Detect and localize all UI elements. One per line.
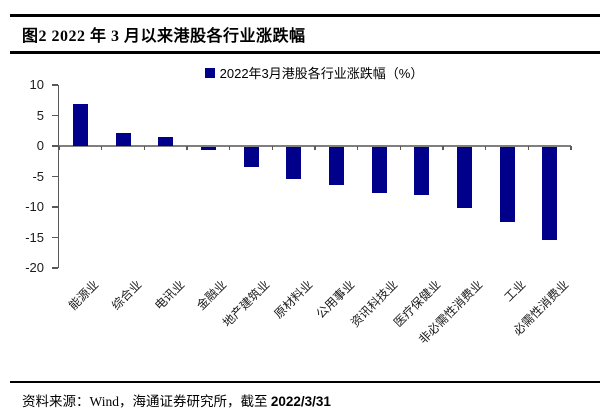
x-axis-tick (271, 146, 274, 150)
source-note: 资料来源：Wind，海通证券研究所，截至 2022/3/31 (22, 390, 331, 410)
x-axis-tick (399, 146, 402, 150)
bar (115, 133, 131, 146)
bar (158, 136, 174, 146)
y-axis-tick (52, 267, 58, 269)
x-axis-tick (228, 146, 231, 150)
bar (499, 147, 515, 223)
x-axis-tick (356, 146, 359, 150)
y-axis-tick-label: -20 (25, 260, 44, 275)
bar (542, 147, 558, 241)
y-axis-tick (52, 236, 58, 239)
bar (414, 147, 430, 195)
y-axis-labels: 10 5 0 -5 -10 -15 -20 (14, 77, 52, 275)
bar (72, 103, 88, 146)
bar (200, 147, 216, 151)
x-axis-tick (100, 146, 103, 150)
source-date: 2022/3/31 (270, 394, 331, 409)
x-axis-category-label: 原材料业 (271, 277, 315, 322)
x-axis-tick (527, 146, 530, 150)
y-axis-tick-label: -10 (25, 199, 44, 214)
plot-area: 能源业 综合业 电讯业 金融业 地产建筑业 原材料业 公用事业 资讯科技业 医疗保健业 非必需性消… (52, 84, 572, 347)
legend-label: 2022年3月港股各行业涨跌幅（%） (219, 66, 424, 81)
y-axis-tick (52, 84, 58, 86)
source-text: 资料来源：Wind，海通证券研究所，截至 (22, 394, 271, 409)
y-axis-tick-label: -15 (25, 229, 44, 245)
bar (456, 147, 472, 208)
y-axis-tick (52, 206, 58, 208)
x-axis-tick (58, 146, 60, 150)
top-divider (10, 14, 600, 17)
title-divider (10, 51, 600, 54)
legend-marker-square (204, 67, 215, 78)
x-axis-tick (143, 146, 146, 150)
bar (371, 147, 387, 193)
x-axis-category-label: 工业 (501, 277, 529, 305)
bar (328, 147, 344, 185)
x-axis-category-label: 金融业 (194, 277, 230, 313)
chart-legend: 2022年3月港股各行业涨跌幅（%） (58, 63, 570, 82)
footer-divider (10, 381, 600, 383)
y-axis-tick (52, 175, 58, 178)
x-axis-tick (484, 146, 487, 150)
bar (243, 147, 259, 168)
x-axis-tick (314, 146, 316, 150)
x-axis-tick (570, 146, 572, 150)
figure-title: 图2 2022 年 3 月以来港股各行业涨跌幅 (22, 28, 306, 45)
y-axis-tick-label: 10 (29, 77, 44, 92)
x-axis-tick (186, 146, 188, 150)
y-axis-tick (52, 114, 58, 117)
y-axis-tick-label: 0 (36, 138, 44, 153)
x-axis-category-label: 综合业 (108, 277, 145, 313)
x-axis-category-label: 电讯业 (151, 277, 187, 313)
x-axis-category-label: 能源业 (66, 277, 102, 313)
bar (286, 147, 302, 179)
x-axis-tick (442, 146, 444, 150)
y-axis-tick-label: 5 (36, 107, 44, 123)
y-axis-tick-label: -5 (32, 168, 44, 184)
y-axis-tick (52, 145, 58, 147)
